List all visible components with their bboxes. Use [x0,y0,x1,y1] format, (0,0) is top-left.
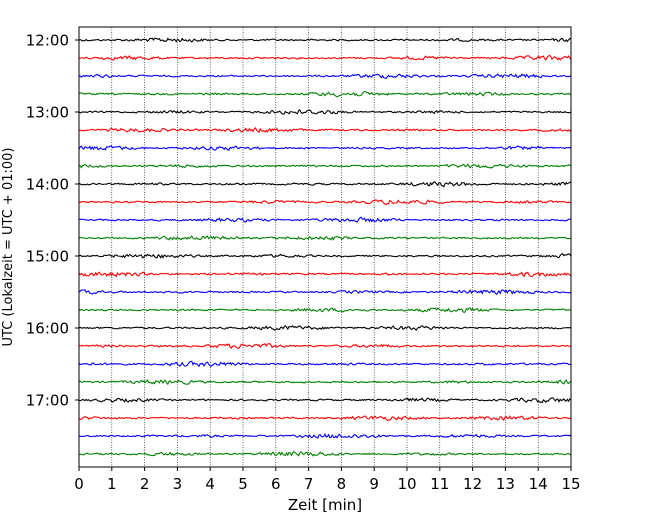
trace-1730 [78,433,572,439]
x-tick-label: 1 [107,475,117,493]
x-tick-label: 2 [140,475,150,493]
y-tick-label: 15:00 [26,248,69,266]
x-tick-label: 15 [561,475,580,493]
x-tick-label: 3 [173,475,183,493]
trace-1645 [78,379,572,386]
trace-1630 [78,360,572,368]
trace-1400 [78,181,572,188]
trace-1230 [78,73,572,79]
x-tick-label: 10 [397,475,416,493]
x-tick-label: 14 [529,475,548,493]
trace-1245 [78,90,572,98]
trace-1615 [78,342,572,350]
trace-1500 [78,252,572,259]
x-tick-label: 7 [304,475,314,493]
y-tick-label: 14:00 [26,176,69,194]
plot-area [111,27,539,467]
x-tick-label: 0 [74,475,84,493]
x-tick-label: 9 [369,475,379,493]
x-tick-label: 4 [205,475,215,493]
trace-1300 [78,109,572,115]
plot-frame [78,26,572,468]
x-axis-ticks: 0 1 2 3 4 5 6 7 8 9 10 11 12 13 14 15 [74,467,581,493]
y-tick-label: 16:00 [26,320,69,338]
trace-1445 [78,235,572,241]
trace-1315 [78,126,572,134]
x-tick-label: 6 [271,475,281,493]
x-tick-label: 5 [238,475,248,493]
trace-1545 [78,307,572,314]
y-axis-ticks: 12:00 13:00 14:00 15:00 16:00 17:00 [26,32,79,410]
trace-1330 [78,145,572,151]
trace-1200 [78,37,572,43]
trace-1530 [78,289,572,296]
x-tick-label: 13 [496,475,515,493]
y-tick-label: 17:00 [26,392,69,410]
trace-1745 [78,450,572,457]
y-tick-label: 13:00 [26,104,69,122]
trace-1715 [78,415,572,421]
x-tick-label: 11 [430,475,449,493]
trace-1345 [78,163,572,169]
traces [78,37,572,457]
x-axis-label: Zeit [min] [288,496,362,514]
y-axis-label: UTC (Lokalzeit = UTC + 01:00) [1,148,16,347]
trace-1515 [78,271,572,278]
x-tick-label: 8 [337,475,347,493]
trace-1700 [78,397,572,404]
trace-1430 [78,216,572,223]
x-tick-label: 12 [463,475,482,493]
trace-1215 [78,54,572,61]
trace-1415 [78,199,572,206]
y-tick-label: 12:00 [26,32,69,50]
trace-1600 [78,324,572,331]
